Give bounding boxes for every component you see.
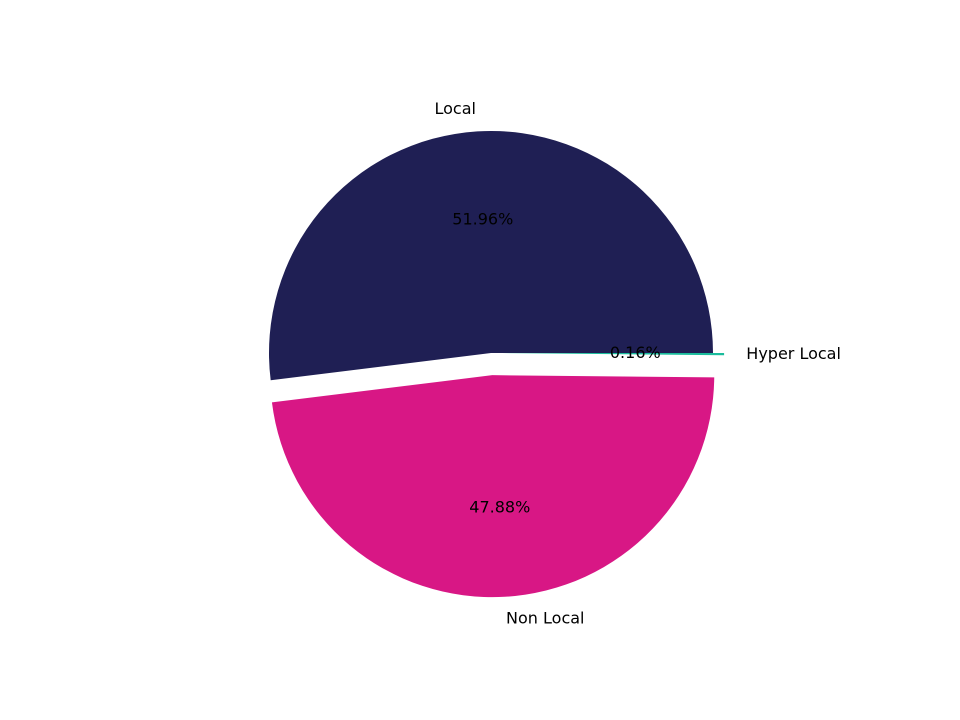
pie-slice bbox=[269, 131, 713, 381]
pie-slice bbox=[271, 375, 715, 598]
slice-label: Hyper Local bbox=[746, 344, 841, 363]
percent-label: 51.96% bbox=[452, 210, 513, 229]
percent-label: 0.16% bbox=[610, 343, 661, 362]
pie-slice bbox=[502, 353, 725, 356]
percent-label: 47.88% bbox=[469, 498, 530, 517]
slice-label: Non Local bbox=[506, 608, 584, 627]
slice-label: Local bbox=[435, 99, 476, 118]
